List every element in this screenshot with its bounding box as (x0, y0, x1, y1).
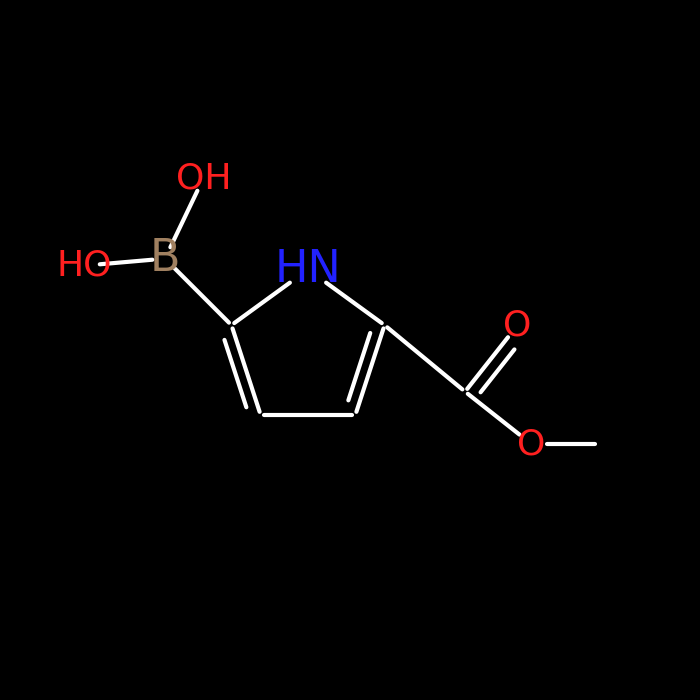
Text: OH: OH (176, 161, 231, 195)
Text: O: O (517, 427, 546, 461)
Text: O: O (503, 308, 532, 342)
Text: HO: HO (57, 248, 112, 283)
Text: HN: HN (274, 248, 342, 291)
Text: B: B (150, 237, 180, 280)
